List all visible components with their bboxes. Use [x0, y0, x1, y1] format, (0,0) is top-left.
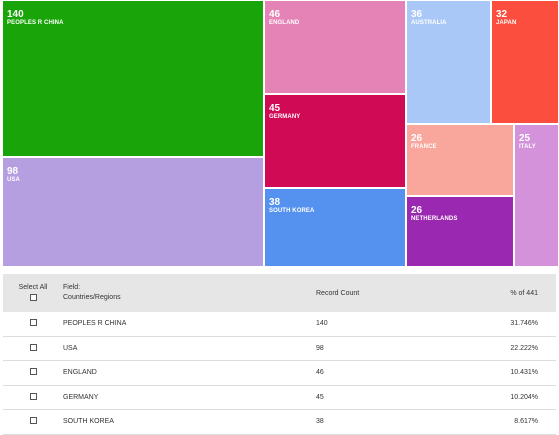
- tile-label: GERMANY: [269, 114, 301, 120]
- tile-label: ENGLAND: [269, 20, 300, 26]
- row-record-count: 38: [316, 409, 476, 435]
- treemap-tile-japan[interactable]: 32 JAPAN: [492, 1, 558, 123]
- tile-label: PEOPLES R CHINA: [7, 20, 64, 26]
- record-count-label: Record Count: [316, 289, 360, 297]
- select-all-label: Select All: [18, 283, 48, 291]
- tile-value: 45: [269, 103, 281, 114]
- treemap-tile-germany[interactable]: 45 GERMANY: [265, 95, 405, 187]
- table-row: SOUTH KOREA 38 8.617%: [3, 409, 556, 435]
- row-record-count: 46: [316, 360, 476, 386]
- results-table: Select All Field: Countries/Regions Reco…: [3, 274, 556, 435]
- row-country: GERMANY: [63, 385, 316, 410]
- select-all-checkbox[interactable]: [29, 293, 37, 301]
- row-checkbox[interactable]: [29, 319, 37, 327]
- tile-value: 26: [411, 133, 423, 144]
- treemap-tile-france[interactable]: 26 FRANCE: [407, 125, 513, 195]
- row-checkbox[interactable]: [29, 392, 37, 400]
- field-header[interactable]: Field: Countries/Regions: [63, 274, 316, 312]
- table-header-row: Select All Field: Countries/Regions Reco…: [3, 274, 556, 312]
- results-table-container: Select All Field: Countries/Regions Reco…: [3, 274, 556, 435]
- row-checkbox[interactable]: [29, 368, 37, 376]
- row-percent: 10.431%: [476, 360, 556, 386]
- row-percent: 31.746%: [476, 312, 556, 337]
- treemap-tile-usa[interactable]: 98 USA: [3, 158, 263, 266]
- tile-label: USA: [7, 177, 20, 183]
- field-name: Countries/Regions: [63, 294, 121, 301]
- row-country: PEOPLES R CHINA: [63, 312, 316, 337]
- tile-value: 98: [7, 166, 19, 177]
- row-record-count: 45: [316, 385, 476, 410]
- percent-header[interactable]: % of 441: [476, 274, 556, 312]
- tile-value: 38: [269, 197, 281, 208]
- row-record-count: 140: [316, 312, 476, 337]
- row-country: SOUTH KOREA: [63, 409, 316, 435]
- treemap-tile-italy[interactable]: 25 ITALY: [515, 125, 558, 266]
- row-checkbox[interactable]: [29, 417, 37, 425]
- treemap: 140 PEOPLES R CHINA 98 USA 46 ENGLAND 45…: [3, 1, 558, 266]
- table-row: GERMANY 45 10.204%: [3, 385, 556, 410]
- tile-value: 32: [496, 9, 508, 20]
- tile-label: ITALY: [519, 144, 536, 150]
- tile-label: SOUTH KOREA: [269, 208, 315, 214]
- tile-value: 26: [411, 205, 423, 216]
- select-all-header: Select All: [3, 274, 63, 312]
- row-percent: 8.617%: [476, 409, 556, 435]
- tile-value: 25: [519, 133, 531, 144]
- row-percent: 22.222%: [476, 336, 556, 361]
- tile-value: 36: [411, 9, 423, 20]
- treemap-tile-china[interactable]: 140 PEOPLES R CHINA: [3, 1, 263, 156]
- row-percent: 10.204%: [476, 385, 556, 410]
- table-row: USA 98 22.222%: [3, 336, 556, 361]
- row-record-count: 98: [316, 336, 476, 361]
- tile-value: 46: [269, 9, 281, 20]
- record-count-header[interactable]: Record Count: [316, 274, 476, 312]
- table-row: ENGLAND 46 10.431%: [3, 360, 556, 386]
- treemap-tile-england[interactable]: 46 ENGLAND: [265, 1, 405, 93]
- treemap-tile-netherlands[interactable]: 26 NETHERLANDS: [407, 197, 513, 266]
- treemap-tile-australia[interactable]: 36 AUSTRALIA: [407, 1, 490, 123]
- row-country: USA: [63, 336, 316, 361]
- tile-label: AUSTRALIA: [411, 20, 447, 26]
- table-row: PEOPLES R CHINA 140 31.746%: [3, 312, 556, 337]
- treemap-tile-south-korea[interactable]: 38 SOUTH KOREA: [265, 189, 405, 266]
- tile-label: FRANCE: [411, 144, 437, 150]
- field-label: Field:: [63, 284, 81, 291]
- percent-label: % of 441: [510, 289, 538, 297]
- row-checkbox[interactable]: [29, 343, 37, 351]
- tile-value: 140: [7, 9, 24, 20]
- row-country: ENGLAND: [63, 360, 316, 386]
- tile-label: JAPAN: [496, 20, 517, 26]
- tile-label: NETHERLANDS: [411, 216, 458, 222]
